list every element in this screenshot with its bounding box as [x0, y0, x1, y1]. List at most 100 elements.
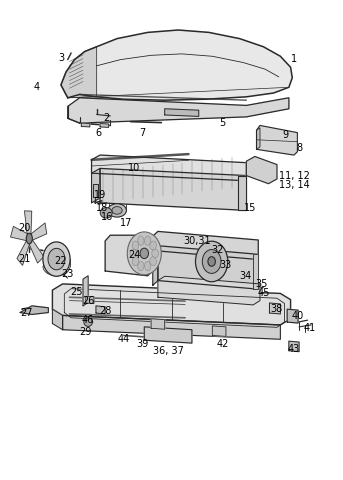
Text: 1: 1 [291, 54, 297, 64]
Ellipse shape [84, 318, 92, 326]
Polygon shape [92, 155, 246, 180]
Polygon shape [246, 156, 277, 184]
Polygon shape [92, 168, 100, 203]
Text: 39: 39 [137, 339, 149, 349]
Ellipse shape [132, 257, 139, 266]
Polygon shape [257, 125, 297, 155]
Text: 33: 33 [220, 260, 232, 270]
Text: 20: 20 [18, 223, 31, 233]
Polygon shape [52, 284, 291, 325]
Text: 28: 28 [99, 306, 111, 316]
Text: 24: 24 [128, 250, 140, 260]
Ellipse shape [138, 236, 144, 245]
Text: 42: 42 [217, 339, 229, 349]
Text: 4: 4 [34, 82, 40, 92]
Polygon shape [20, 306, 48, 314]
Polygon shape [61, 30, 292, 100]
Text: 11, 12: 11, 12 [279, 170, 309, 180]
Text: 44: 44 [118, 334, 130, 344]
Polygon shape [287, 309, 298, 323]
Ellipse shape [152, 249, 158, 258]
Polygon shape [289, 341, 299, 352]
Polygon shape [105, 235, 153, 276]
Text: 25: 25 [70, 287, 82, 297]
Ellipse shape [138, 261, 144, 271]
Polygon shape [165, 109, 199, 116]
Polygon shape [151, 319, 165, 329]
Polygon shape [153, 231, 258, 259]
Polygon shape [270, 303, 280, 314]
Text: 46: 46 [82, 315, 94, 325]
Text: 21: 21 [18, 254, 31, 264]
Text: 16: 16 [101, 212, 113, 222]
Polygon shape [100, 123, 108, 127]
Text: 15: 15 [244, 203, 256, 213]
Text: 6: 6 [95, 128, 102, 138]
Text: 32: 32 [211, 245, 224, 255]
Text: 34: 34 [239, 271, 252, 281]
Text: 23: 23 [61, 269, 74, 279]
Polygon shape [17, 240, 29, 265]
Ellipse shape [144, 236, 151, 245]
Ellipse shape [100, 207, 112, 218]
Text: 2: 2 [104, 113, 110, 123]
Polygon shape [61, 47, 97, 98]
Ellipse shape [196, 241, 228, 282]
Text: 43: 43 [287, 344, 299, 354]
Text: 17: 17 [120, 218, 133, 228]
Polygon shape [238, 176, 246, 210]
Polygon shape [83, 276, 88, 306]
Polygon shape [253, 254, 258, 289]
Text: 29: 29 [80, 327, 92, 337]
Polygon shape [29, 240, 44, 263]
Ellipse shape [132, 241, 139, 250]
Polygon shape [144, 327, 192, 343]
Text: 41: 41 [304, 324, 316, 333]
Text: 27: 27 [20, 309, 33, 319]
Polygon shape [257, 128, 260, 149]
Ellipse shape [144, 261, 151, 271]
Text: 35: 35 [256, 279, 268, 289]
Polygon shape [158, 246, 258, 289]
Polygon shape [63, 315, 280, 339]
Text: 8: 8 [296, 143, 302, 153]
Polygon shape [68, 98, 289, 123]
Polygon shape [31, 223, 47, 240]
Text: 7: 7 [140, 128, 146, 138]
Text: 13, 14: 13, 14 [279, 180, 309, 190]
Text: 36, 37: 36, 37 [153, 346, 184, 356]
Text: 5: 5 [220, 118, 226, 128]
Ellipse shape [43, 242, 70, 276]
Ellipse shape [112, 206, 122, 214]
Text: 38: 38 [270, 304, 282, 314]
Text: 10: 10 [128, 163, 140, 173]
Polygon shape [81, 123, 90, 127]
Ellipse shape [48, 248, 65, 270]
Polygon shape [11, 227, 28, 240]
Polygon shape [100, 168, 246, 210]
Text: 40: 40 [291, 312, 304, 321]
Polygon shape [212, 326, 226, 336]
Ellipse shape [150, 257, 156, 266]
Ellipse shape [127, 232, 161, 275]
Text: 9: 9 [282, 130, 288, 140]
Text: 45: 45 [257, 288, 270, 299]
Ellipse shape [26, 233, 32, 244]
Text: 30,31: 30,31 [183, 236, 211, 246]
Polygon shape [93, 184, 98, 197]
Ellipse shape [150, 241, 156, 250]
Polygon shape [96, 306, 105, 314]
Text: 3: 3 [58, 53, 64, 63]
Ellipse shape [130, 249, 137, 258]
Polygon shape [24, 211, 32, 234]
Text: 26: 26 [82, 296, 94, 306]
Text: 18: 18 [96, 203, 108, 213]
Ellipse shape [202, 250, 221, 274]
Text: 22: 22 [55, 256, 67, 266]
Ellipse shape [140, 248, 149, 259]
Polygon shape [52, 309, 63, 330]
Polygon shape [86, 296, 94, 303]
Ellipse shape [108, 204, 127, 217]
Polygon shape [153, 246, 158, 285]
Text: 19: 19 [94, 190, 106, 200]
